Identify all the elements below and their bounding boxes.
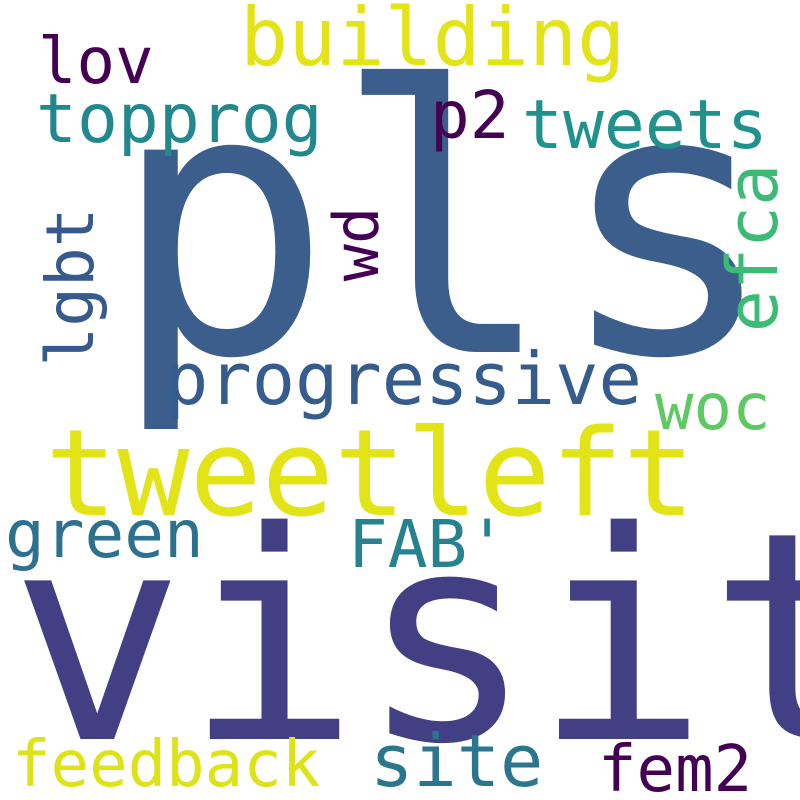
word-wd: wd xyxy=(326,207,388,282)
word-fab: FAB' xyxy=(348,512,507,578)
word-fem2: fem2 xyxy=(598,738,752,800)
word-progressive: progressive xyxy=(165,343,642,415)
word-tweets: tweets xyxy=(522,92,768,160)
word-site: site xyxy=(370,725,543,797)
word-building: building xyxy=(240,0,625,78)
word-lgbt: lgbt xyxy=(38,208,104,367)
word-p2: p2 xyxy=(430,83,509,149)
word-efca: efca xyxy=(718,164,788,333)
word-lov: lov xyxy=(38,30,154,94)
word-feedback: feedback xyxy=(12,733,320,797)
word-green: green xyxy=(5,502,204,568)
word-woc: woc xyxy=(655,376,771,440)
